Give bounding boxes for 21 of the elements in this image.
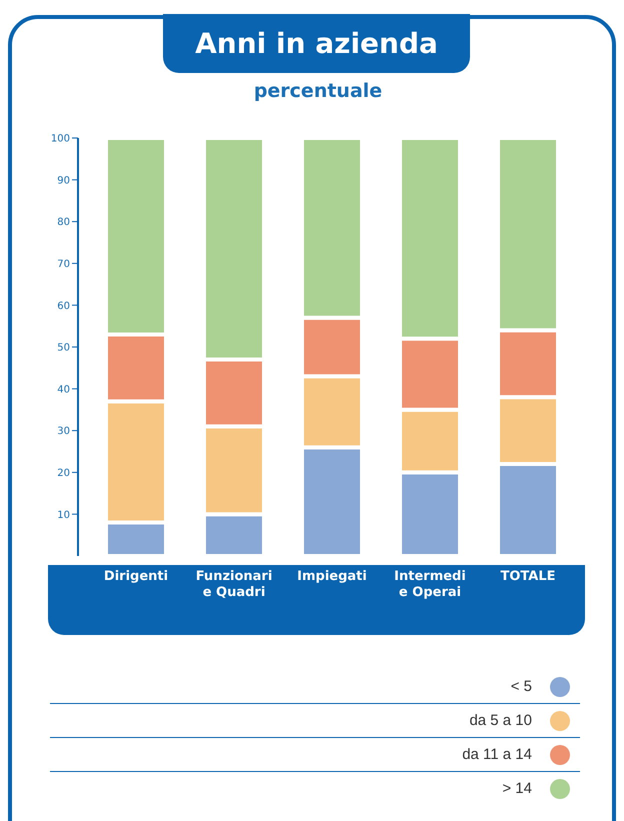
- y-tick-label: 100: [50, 134, 70, 145]
- y-tick-label: 10: [57, 510, 70, 521]
- x-tick-label: Funzionari e Quadri: [196, 569, 272, 600]
- x-tick-label: Dirigenti: [104, 569, 168, 584]
- y-tick-label: 70: [57, 258, 70, 270]
- chart-title: Anni in azienda: [163, 14, 470, 73]
- y-tick-label: 80: [57, 217, 70, 228]
- y-tick-label: 30: [57, 426, 70, 438]
- y-tick-label: 40: [57, 384, 70, 396]
- y-tick-label: 60: [57, 300, 70, 312]
- y-tick-label: 20: [57, 468, 70, 479]
- x-tick-label: TOTALE: [500, 569, 556, 584]
- x-tick-label: Intermedi e Operai: [394, 569, 466, 600]
- legend-label: > 14: [502, 780, 532, 797]
- legend-label: < 5: [510, 678, 532, 695]
- y-tick-label: 90: [57, 175, 70, 186]
- x-tick-label: Impiegati: [297, 569, 367, 584]
- y-tick-label: 50: [57, 342, 70, 354]
- chart-subtitle: percentuale: [252, 80, 384, 102]
- legend-label: da 5 a 10: [469, 712, 532, 729]
- legend-label: da 11 a 14: [462, 746, 532, 763]
